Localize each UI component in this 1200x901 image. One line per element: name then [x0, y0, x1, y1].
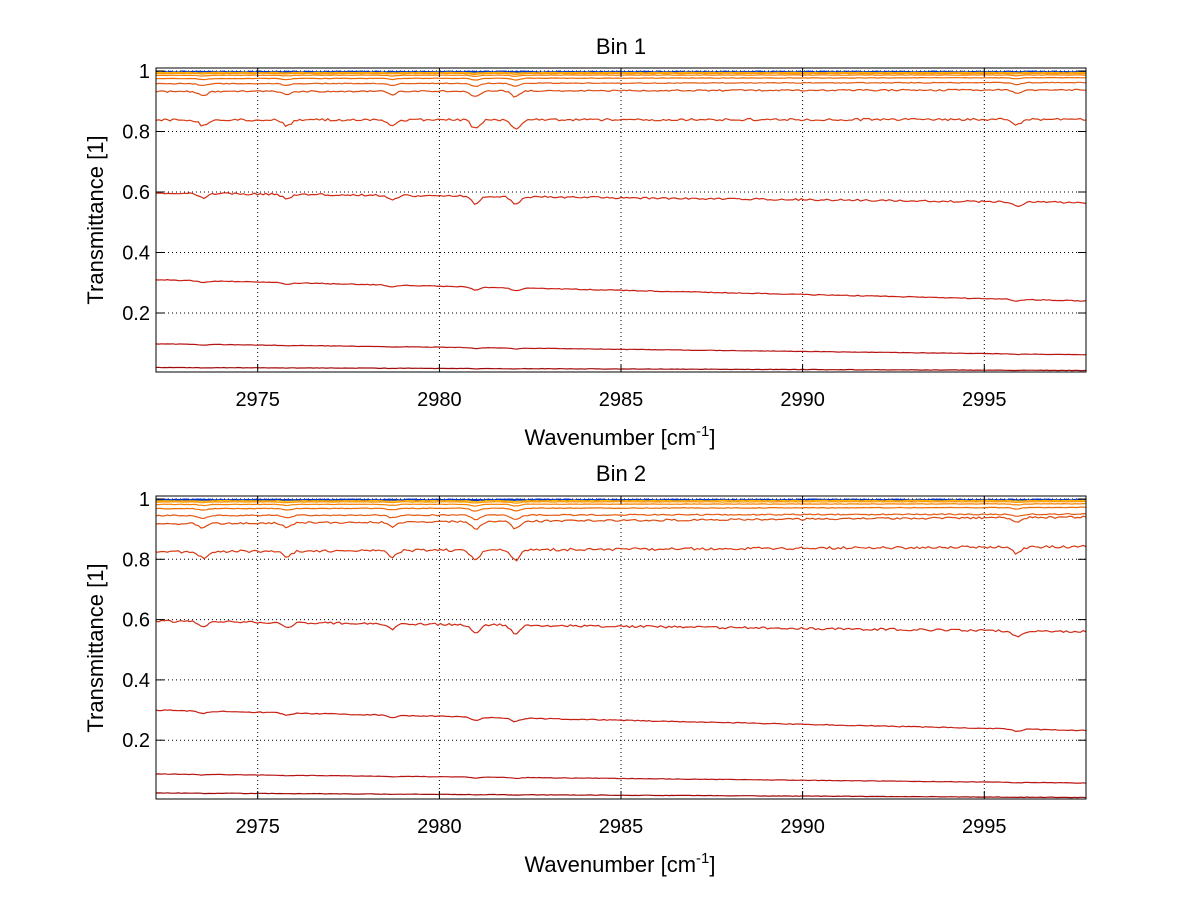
- x-axis-title: Wavenumber [cm-1]: [524, 850, 715, 877]
- x-axis-title-suffix: ]: [709, 425, 715, 450]
- y-tick-label: 0.4: [122, 670, 150, 692]
- series-line-s6: [155, 81, 1086, 88]
- x-tick-labels: 2975 2980 2985 2990 2995: [235, 816, 1006, 838]
- x-axis-title-suffix: ]: [709, 852, 715, 877]
- series-line-s10: [155, 278, 1087, 302]
- x-tick-label: 2985: [599, 389, 644, 411]
- series-line-s8: [155, 544, 1087, 562]
- x-axis-title: Wavenumber [cm-1]: [524, 423, 715, 450]
- y-tick-label: 0.4: [122, 243, 150, 265]
- x-axis-title-main: Wavenumber [cm: [524, 425, 696, 450]
- series-line-s5: [156, 76, 1087, 81]
- x-axis-title-superscript: -1: [696, 423, 709, 440]
- series-line-s9: [155, 192, 1087, 208]
- series-line-s4: [155, 502, 1087, 507]
- y-axis-title: Transmittance [1]: [83, 135, 108, 304]
- plot-title: Bin 2: [596, 461, 646, 486]
- y-tick-label: 0.2: [122, 730, 150, 752]
- series-line-s7: [155, 515, 1087, 530]
- series-line-s8: [155, 117, 1087, 130]
- plot-area: [156, 496, 1086, 799]
- y-tick-label: 1: [139, 489, 150, 511]
- y-axis-title: Transmittance [1]: [83, 563, 108, 732]
- tick-marks: [156, 68, 1086, 372]
- y-tick-labels: 0.2 0.4 0.6 0.8 1: [122, 61, 150, 325]
- y-tick-labels: 0.2 0.4 0.6 0.8 1: [122, 489, 150, 752]
- series-line-s9: [155, 619, 1087, 638]
- x-tick-label: 2995: [962, 389, 1007, 411]
- x-tick-label: 2990: [780, 389, 825, 411]
- subplot-bin-2: 2975 2980 2985 2990 2995 0.2 0.4 0.6 0.8…: [83, 461, 1087, 877]
- x-axis-title-superscript: -1: [696, 850, 709, 867]
- x-tick-label: 2975: [235, 389, 280, 411]
- y-tick-label: 0.6: [122, 182, 150, 204]
- tick-marks: [156, 496, 1086, 799]
- series-line-s7: [155, 88, 1087, 98]
- y-tick-label: 0.8: [122, 122, 150, 144]
- x-tick-label: 2995: [962, 816, 1007, 838]
- series-line-s5: [155, 506, 1087, 512]
- series-line-s10: [155, 709, 1087, 733]
- x-tick-labels: 2975 2980 2985 2990 2995: [235, 389, 1006, 411]
- x-tick-label: 2975: [235, 816, 280, 838]
- y-tick-label: 0.6: [122, 610, 150, 632]
- series-line-s11: [155, 773, 1087, 784]
- x-tick-label: 2985: [599, 816, 644, 838]
- x-tick-label: 2980: [417, 389, 462, 411]
- x-tick-label: 2980: [417, 816, 462, 838]
- y-tick-label: 0.2: [122, 303, 150, 325]
- x-axis-title-main: Wavenumber [cm: [524, 852, 696, 877]
- plot-title: Bin 1: [596, 34, 646, 59]
- subplot-bin-1: 2975 2980 2985 2990 2995 0.2 0.4 0.6 0.8…: [83, 34, 1087, 450]
- y-tick-label: 0.8: [122, 549, 150, 571]
- series-line-s11: [155, 343, 1087, 356]
- x-tick-label: 2990: [780, 816, 825, 838]
- series-line-s6: [155, 512, 1087, 521]
- y-tick-label: 1: [139, 61, 150, 83]
